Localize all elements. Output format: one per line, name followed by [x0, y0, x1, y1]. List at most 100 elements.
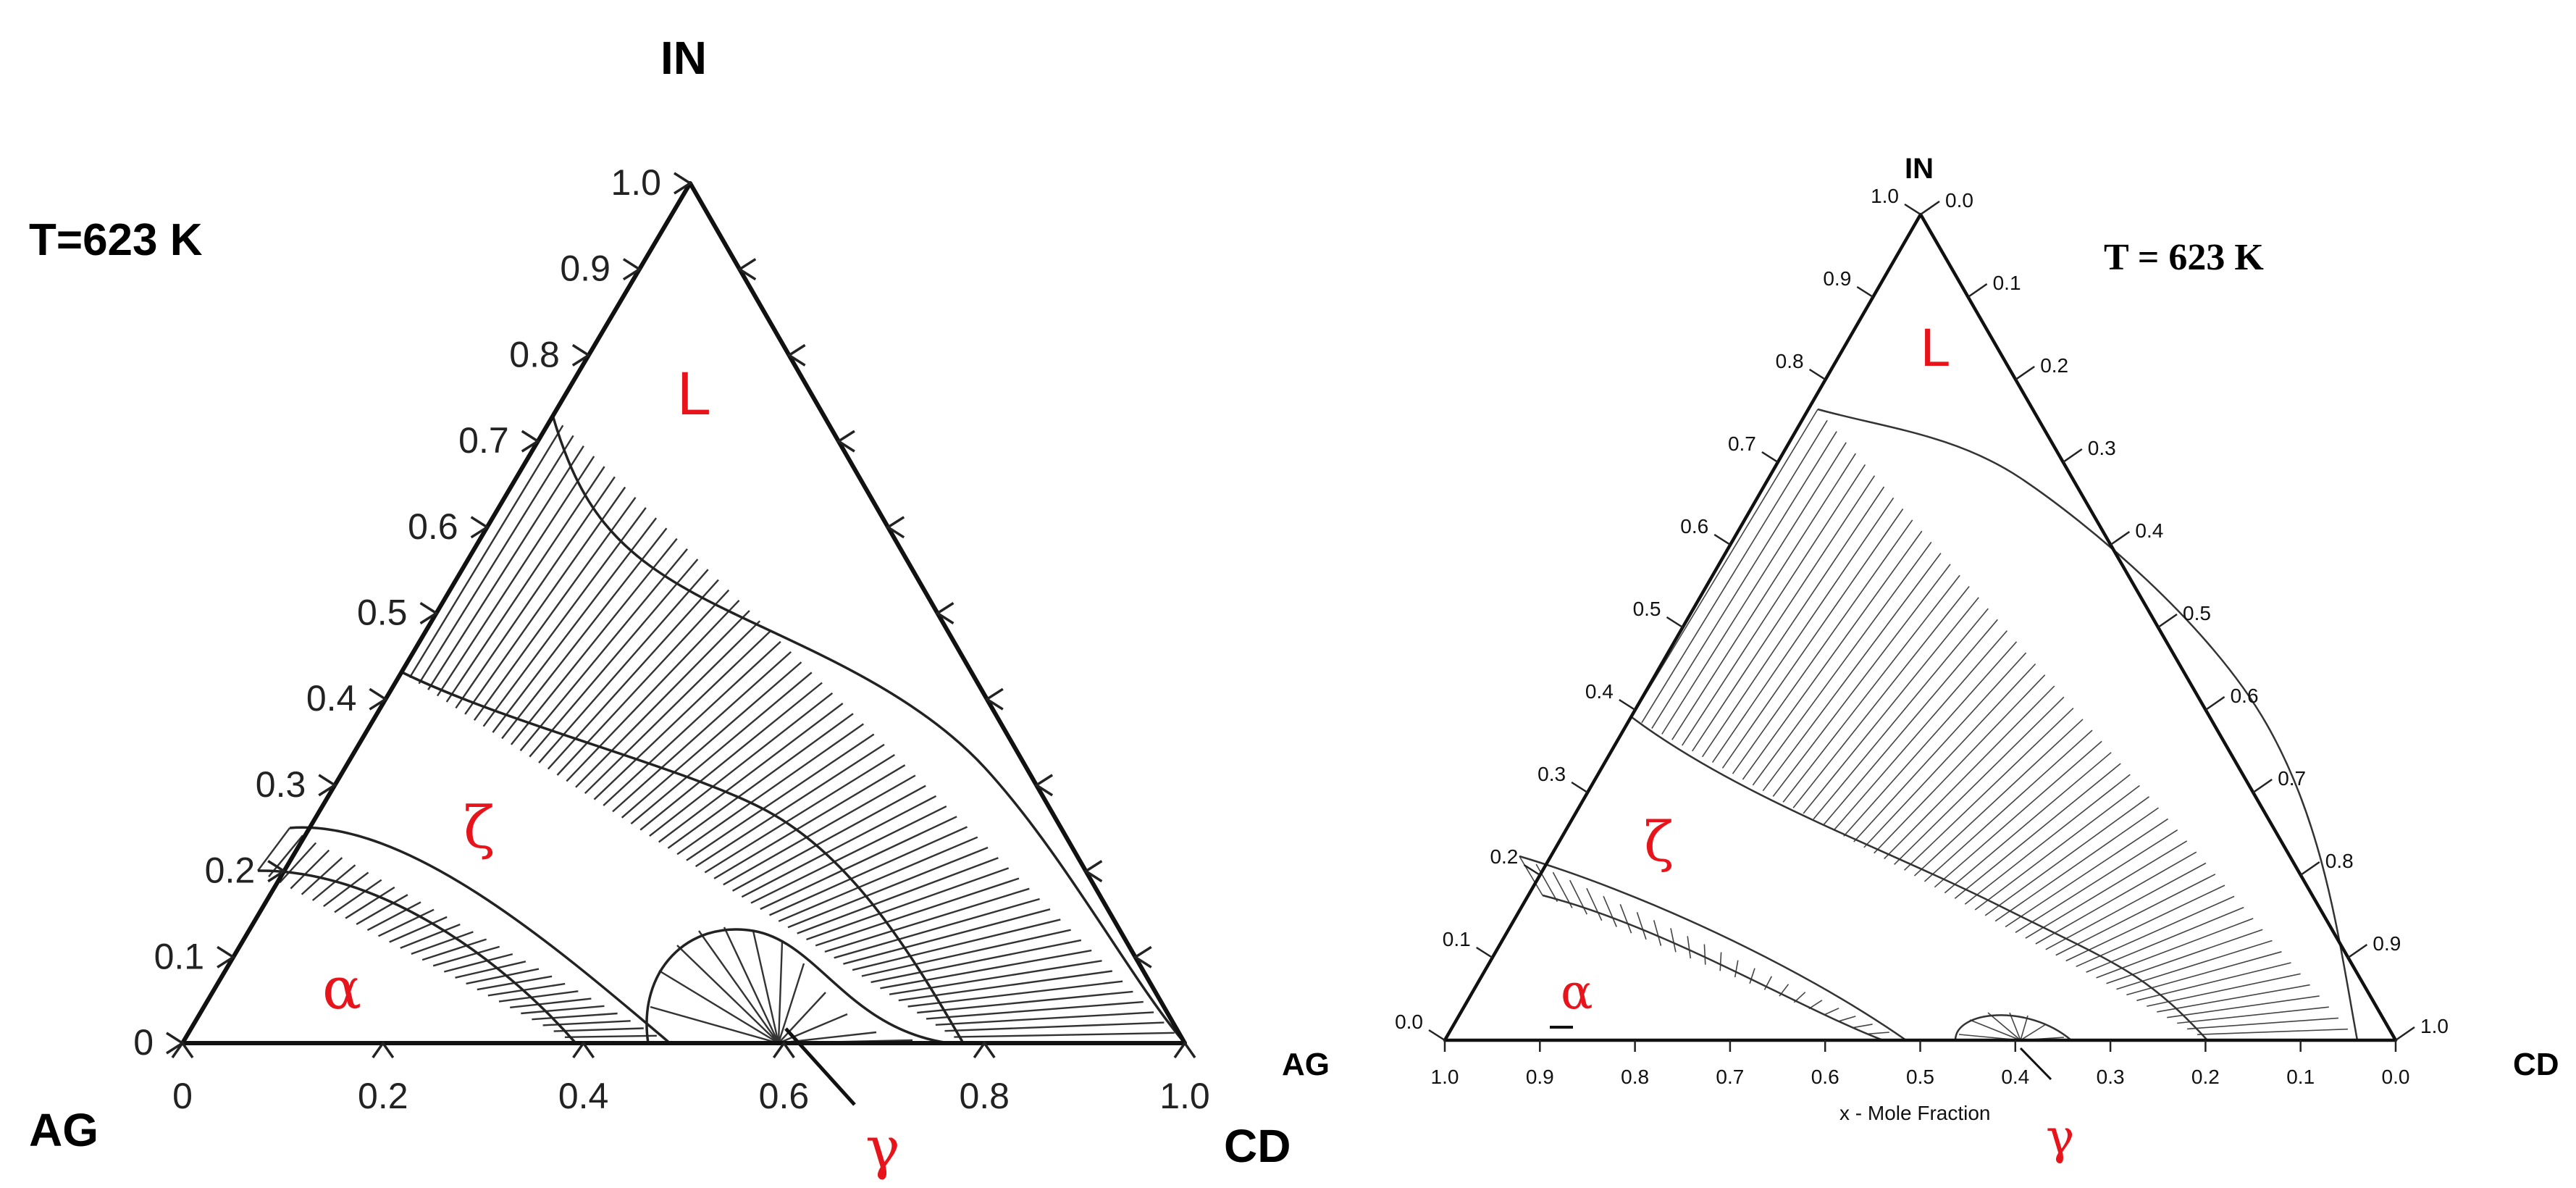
- right-left-axis-tick-label: 0.9: [1823, 267, 1851, 290]
- tie-line: [498, 990, 579, 1003]
- fan-line: [2020, 1015, 2029, 1041]
- tie-line: [649, 692, 834, 837]
- tie-line: [466, 968, 540, 985]
- right-left-axis-tick-label: 0.3: [1537, 763, 1566, 785]
- right-left-axis-tick-mark: [1904, 203, 1921, 216]
- tie-line: [1863, 663, 2036, 848]
- tie-line: [1734, 960, 1739, 978]
- tie-line: [954, 1032, 1175, 1038]
- right-gamma-pointer-line: [2019, 1047, 2052, 1081]
- tie-line: [436, 456, 595, 697]
- right-liquidus-boundary: [1817, 408, 2359, 1041]
- tie-line: [2025, 840, 2188, 939]
- right-right-axis-tick-label: 0.1: [1993, 272, 2021, 294]
- bottom-axis-tick-label: 0: [172, 1076, 193, 1116]
- tie-line: [1535, 863, 1558, 903]
- left-ternary-diagram: 0 0.1 0.2 0.3 0.4 0.5 0.6 0.7 0.8 0.9 1.0 0 0.2 0.4 0.…: [29, 32, 1291, 1181]
- tie-line: [750, 806, 947, 904]
- tie-line: [427, 445, 584, 690]
- tie-line: [311, 864, 356, 901]
- tie-line: [464, 486, 626, 715]
- right-bottom-axis-tick-label: 0.1: [2286, 1066, 2315, 1088]
- tie-line: [778, 836, 978, 922]
- tie-line: [1671, 453, 1856, 740]
- right-left-axis-tick-mark: [1571, 781, 1588, 794]
- tie-line: [676, 723, 864, 856]
- tie-line: [501, 527, 668, 740]
- tie-line: [268, 834, 304, 877]
- tie-line: [1813, 608, 1989, 820]
- tie-line: [1721, 509, 1904, 769]
- tie-line: [356, 894, 408, 925]
- left-axis-tick-label: 1.0: [611, 162, 661, 203]
- right-gamma-boundary: [1954, 1014, 2072, 1041]
- right-bottom-axis-tick-label: 1.0: [1431, 1066, 1459, 1088]
- tie-line: [566, 599, 740, 782]
- tie-line: [2035, 851, 2197, 945]
- tie-line: [301, 857, 343, 895]
- right-left-axis-tick-label: 0.4: [1585, 680, 1614, 703]
- tie-line: [1782, 574, 1960, 803]
- tie-line: [1762, 553, 1942, 792]
- right-phase-l-label: L: [1921, 317, 1950, 377]
- left-gamma-boundary: [645, 928, 949, 1045]
- right-edge-tick-mark: [1133, 945, 1152, 969]
- fan-line: [1987, 1012, 2021, 1041]
- right-right-axis-tick-label: 0.3: [2088, 437, 2116, 459]
- tie-line: [787, 846, 989, 929]
- tie-line: [2015, 829, 2178, 933]
- tie-line: [1586, 887, 1603, 921]
- right-right-axis-tick-label: 0.0: [1945, 189, 1973, 212]
- tie-line: [1994, 807, 2159, 922]
- tie-line: [1874, 674, 2046, 854]
- tie-line: [741, 795, 937, 898]
- tie-line: [1603, 895, 1617, 927]
- tie-line: [323, 871, 369, 908]
- tie-line: [1719, 952, 1722, 971]
- right-bottom-axis-tick-label: 0.9: [1526, 1066, 1554, 1088]
- tie-line: [1636, 912, 1647, 940]
- tie-line: [806, 867, 1010, 941]
- bottom-axis-tick-mark: [973, 1040, 996, 1059]
- right-right-axis-tick-mark: [1967, 283, 1988, 298]
- tie-line: [564, 1034, 657, 1038]
- tie-line: [889, 960, 1102, 995]
- right-edge-tick-mark: [885, 516, 905, 539]
- tie-line: [1670, 928, 1677, 953]
- tie-line: [1853, 652, 2027, 842]
- left-phase-gamma-label: γ: [865, 1114, 900, 1181]
- bottom-axis-tick-label: 0.8: [959, 1076, 1010, 1116]
- right-left-axis-tick-label: 0.6: [1680, 515, 1708, 537]
- tie-line: [455, 476, 616, 709]
- right-x-axis-title: x - Mole Fraction: [1839, 1102, 1991, 1124]
- bottom-axis-tick-label: 0.4: [558, 1076, 609, 1116]
- tie-line: [935, 1011, 1154, 1026]
- left-axis-tick-label: 0.9: [560, 248, 611, 289]
- right-ternary-diagram: 0.0 0.1 0.2 0.3 0.4 0.5 0.6 0.7 0.8 0.9 1.0 0.0 0.1 0…: [1282, 153, 2559, 1165]
- tie-line: [1803, 597, 1979, 814]
- tie-line: [1701, 486, 1885, 758]
- tie-line: [723, 774, 916, 886]
- right-left-axis-tick-mark: [1619, 698, 1636, 711]
- bottom-axis-tick-mark: [772, 1040, 795, 1059]
- tie-line: [473, 496, 637, 721]
- left-tie-line-hatching: [257, 414, 1185, 1045]
- right-left-axis-tick-mark: [1856, 285, 1874, 298]
- right-left-axis-tick-label: 0.2: [1490, 845, 1518, 868]
- tie-line: [2005, 818, 2169, 928]
- tie-line: [2076, 895, 2235, 968]
- right-right-axis-tick-label: 0.5: [2183, 602, 2211, 624]
- tie-line: [2187, 1017, 2338, 1030]
- tie-line: [366, 901, 421, 932]
- left-axis-tick-label: 0.7: [458, 420, 509, 461]
- fan-line: [2009, 1012, 2021, 1041]
- tie-line: [824, 887, 1030, 953]
- tie-line: [1752, 541, 1932, 786]
- right-vertex-cd-label: CD: [2513, 1047, 2559, 1082]
- tie-line: [538, 569, 709, 764]
- tie-line: [510, 537, 678, 745]
- right-bottom-axis-tick-label: 0.0: [2382, 1066, 2410, 1088]
- fan-line: [1969, 1019, 2021, 1041]
- tie-line: [279, 842, 317, 884]
- right-edge-tick-mark: [984, 687, 1004, 711]
